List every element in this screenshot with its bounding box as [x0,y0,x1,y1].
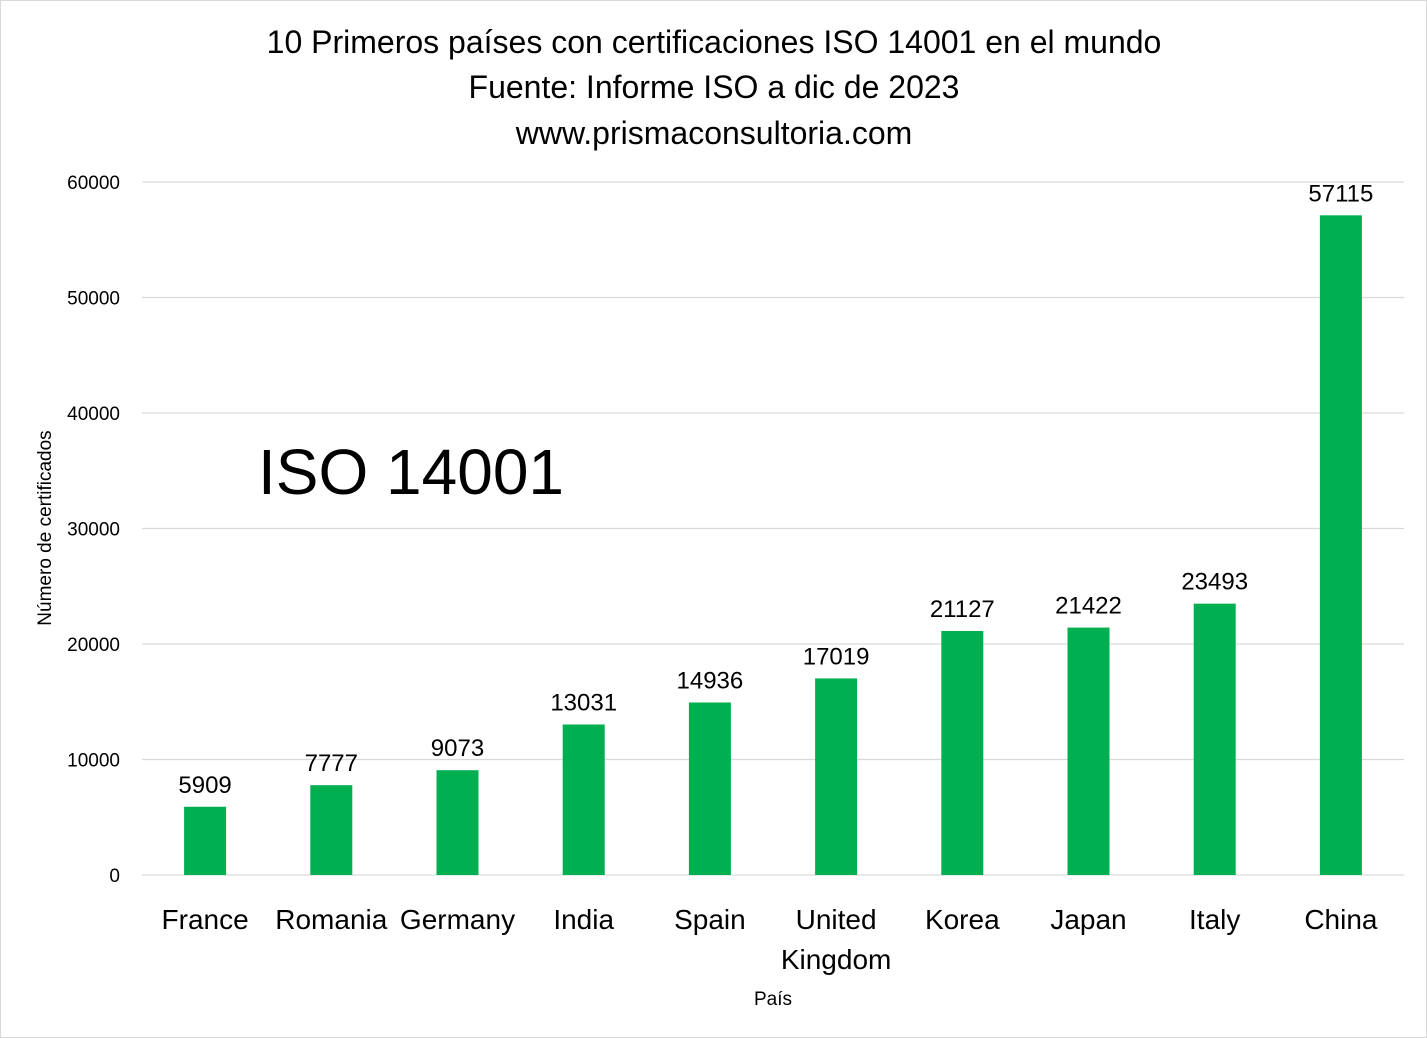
x-category-label: India [553,904,614,935]
y-tick-label: 0 [109,866,120,887]
x-category-label: China [1304,904,1378,935]
chart-subtitle-website: www.prismaconsultoria.com [515,115,913,151]
data-label: 57115 [1308,180,1373,207]
data-label: 13031 [550,689,617,716]
y-tick-label: 60000 [67,173,120,194]
data-label: 7777 [305,750,358,777]
x-category-label: France [162,904,249,935]
x-category-label: United Kingdom [781,904,892,975]
chart-subtitle-source: Fuente: Informe ISO a dic de 2023 [469,69,960,105]
chart-title: 10 Primeros países con certificaciones I… [267,24,1162,151]
x-axis-title: País [754,989,792,1010]
bar-china [1319,215,1362,875]
x-category-label: Spain [674,904,746,935]
data-label: 14936 [677,667,744,694]
data-label: 5909 [178,772,231,799]
gridlines [142,181,1404,876]
chart-annotation-iso: ISO 14001 [258,436,564,508]
bar-india [562,724,605,875]
bar-romania [310,785,353,875]
data-label: 9073 [431,735,484,762]
bar-germany [436,770,479,875]
data-labels: 5909 7777 9073 13031 14936 17019 21127 21422 234… [178,180,1373,798]
bar-france [184,806,227,875]
x-category-label: Japan [1050,904,1126,935]
x-category-label: Romania [275,904,387,935]
data-label: 23493 [1181,569,1248,596]
bar-series [184,215,1362,875]
x-category-label: Italy [1189,904,1240,935]
y-axis-tick-labels: 0 10000 20000 30000 40000 50000 60000 [67,173,120,887]
y-axis-title: Número de certificados [35,430,56,625]
bar-spain [688,702,731,875]
y-tick-label: 10000 [67,751,120,772]
x-category-label: Korea [925,904,1000,935]
bar-united-kingdom [815,678,858,875]
y-tick-label: 50000 [67,289,120,310]
data-label: 21127 [930,596,995,623]
y-tick-label: 40000 [67,404,120,425]
bar-korea [941,630,984,875]
bar-italy [1193,603,1236,875]
x-axis-category-labels: France Romania Germany India Spain United King… [162,904,1378,975]
chart-title-line: 10 Primeros países con certificaciones I… [267,24,1162,60]
y-tick-label: 30000 [67,520,120,541]
data-label: 21422 [1055,593,1122,620]
data-label: 17019 [803,643,870,670]
x-category-label: Germany [400,904,515,935]
bar-japan [1067,627,1110,875]
y-tick-label: 20000 [67,635,120,656]
